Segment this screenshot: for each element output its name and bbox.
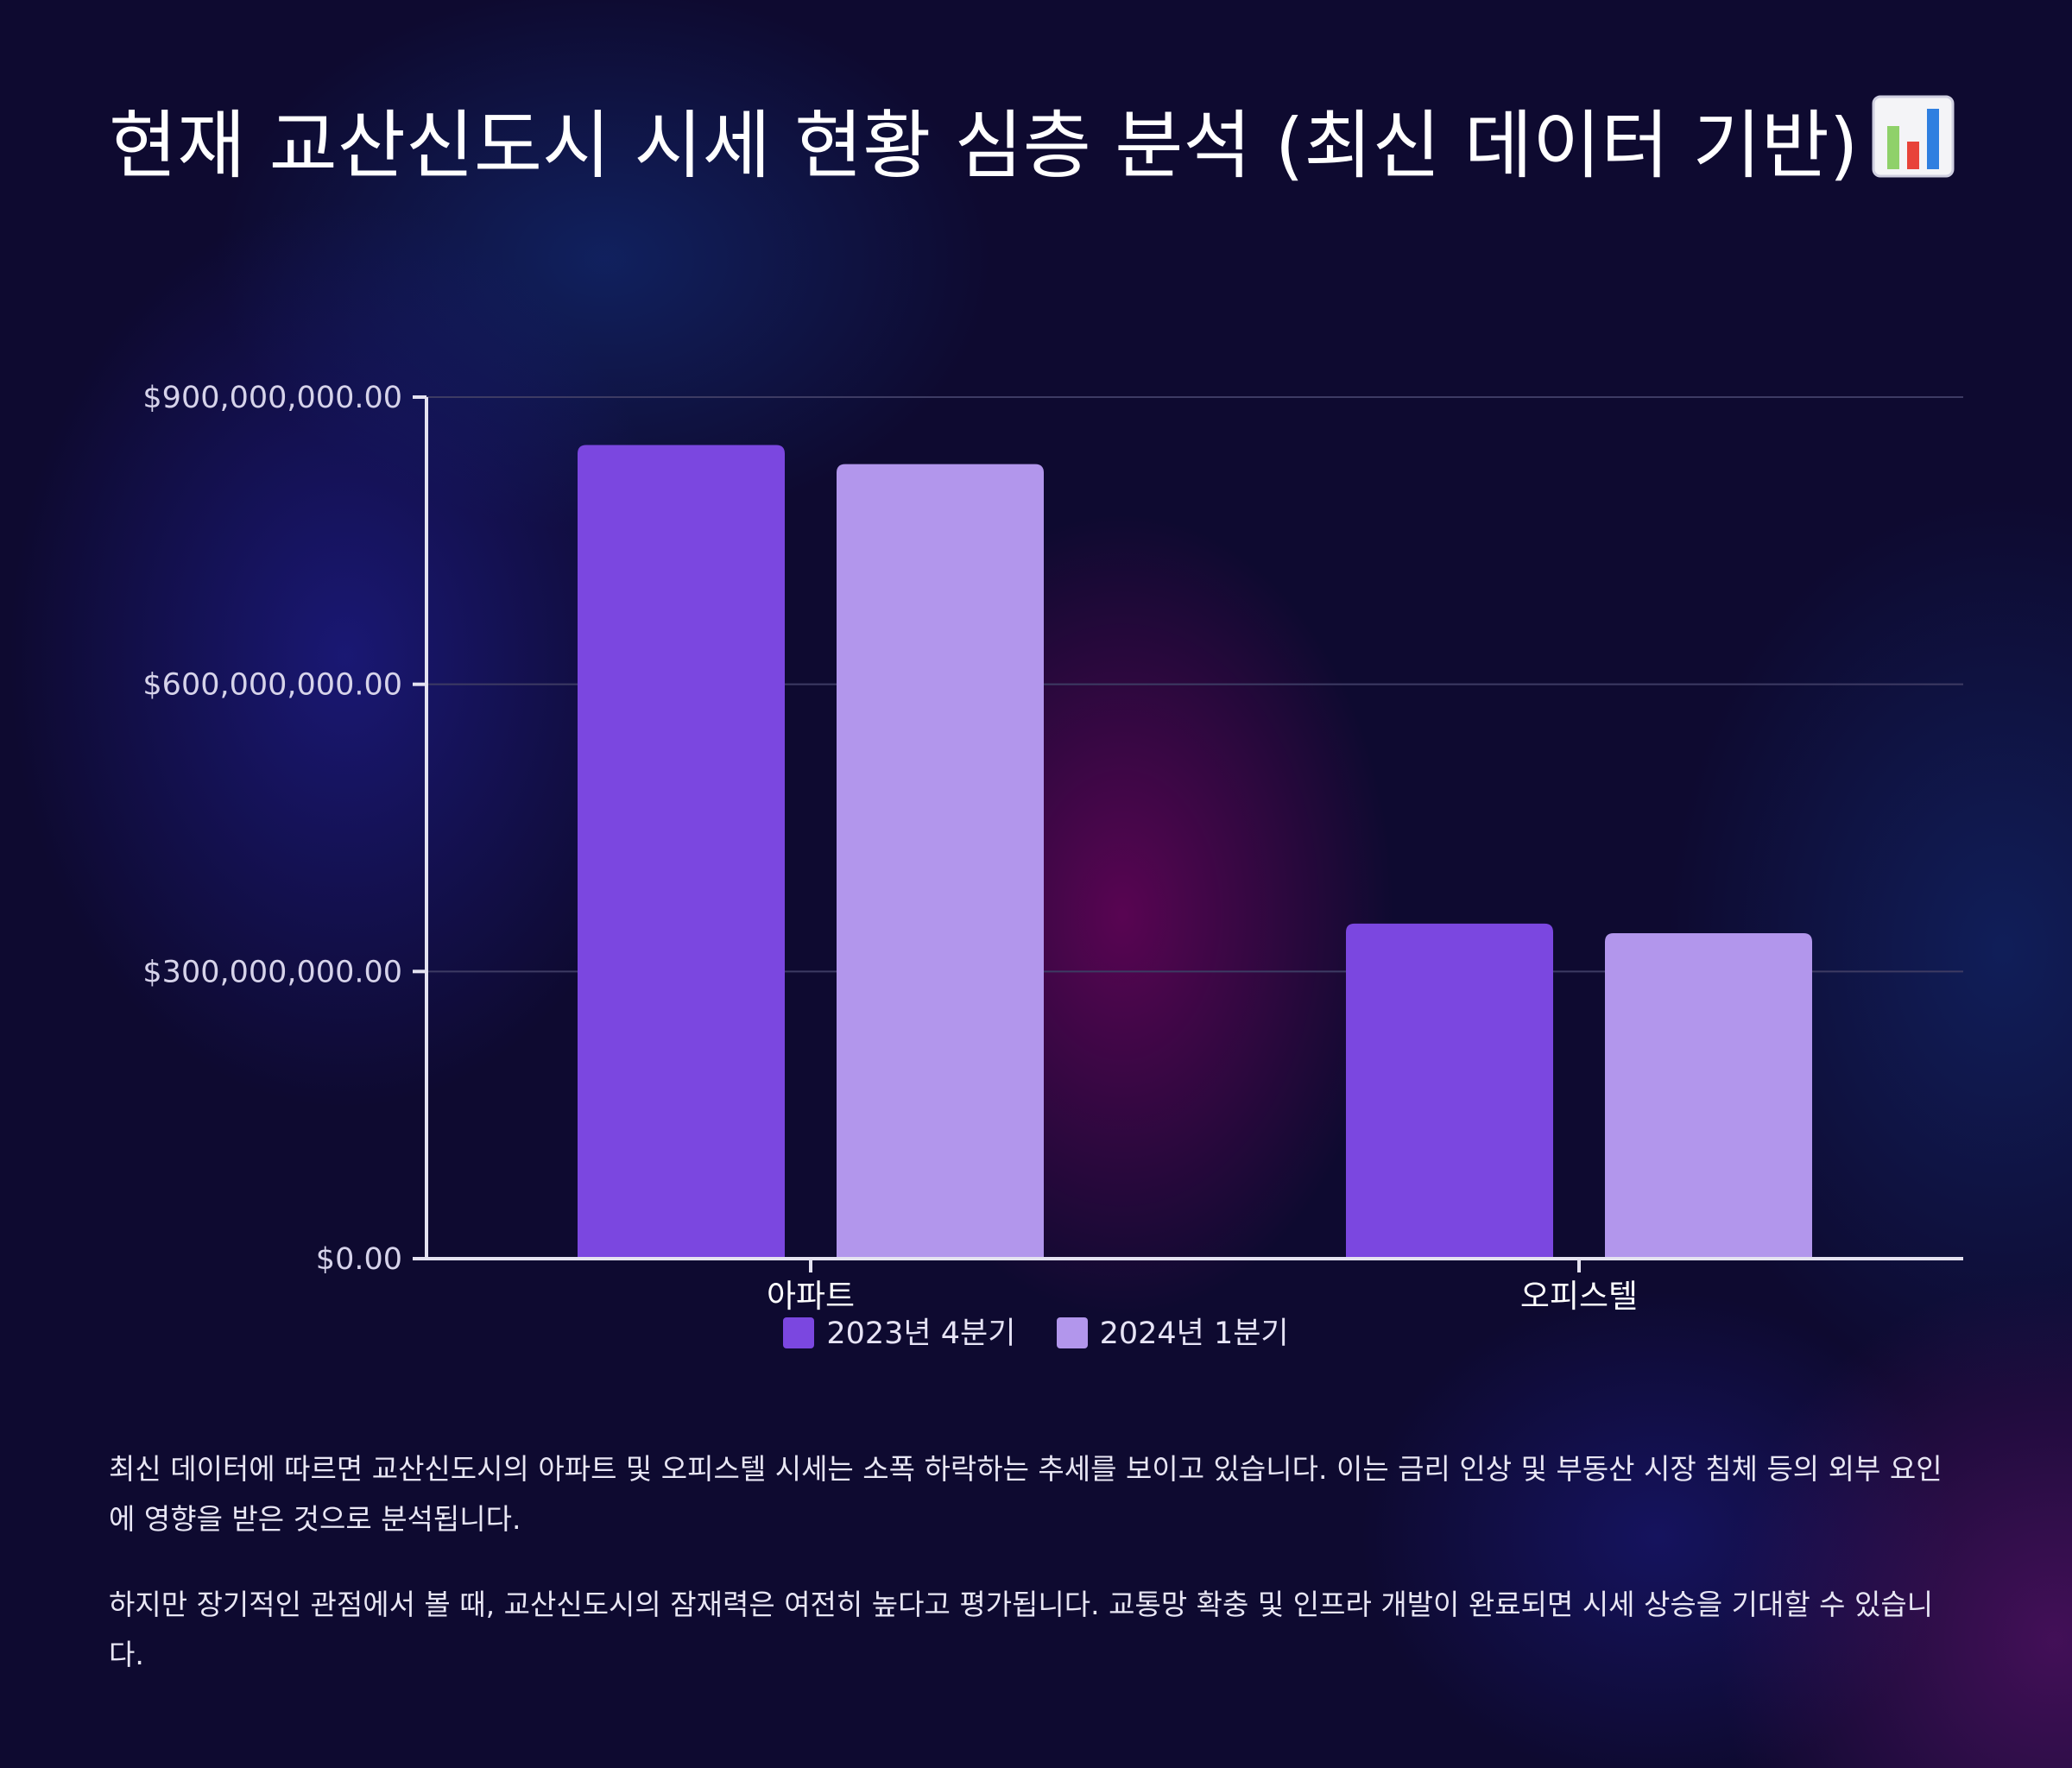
bar-chart-icon [1872, 95, 1955, 178]
page-title: 현재 교산신도시 시세 현황 심층 분석 (최신 데이터 기반) [109, 74, 1965, 218]
bars [578, 445, 1812, 1259]
legend-swatch-2023q4 [783, 1317, 815, 1348]
axes [413, 395, 1963, 1272]
y-tick-label: $0.00 [316, 1242, 402, 1277]
x-tick-label: 아파트 [767, 1278, 855, 1315]
legend-label-2024q1: 2024년 1분기 [1099, 1317, 1289, 1351]
bar[interactable] [1346, 923, 1553, 1259]
y-tick-label: $600,000,000.00 [142, 668, 402, 703]
bar[interactable] [1605, 932, 1812, 1259]
legend-swatch-2024q1 [1056, 1317, 1088, 1348]
analysis-paragraph-2: 하지만 장기적인 관점에서 볼 때, 교산신도시의 잠재력은 여전히 높다고 평… [109, 1588, 1934, 1671]
bar-chart: $0.00 $300,000,000.00 $600,000,000.00 $900,… [142, 381, 1963, 1315]
bar[interactable] [578, 445, 785, 1259]
legend-item-2023q4[interactable]: 2023년 4분기 [783, 1312, 1015, 1355]
axis-labels: $0.00 $300,000,000.00 $600,000,000.00 $900,… [142, 381, 1638, 1315]
x-tick-label: 오피스텔 [1520, 1278, 1638, 1315]
y-tick-label: $300,000,000.00 [142, 955, 402, 989]
page-title-text: 현재 교산신도시 시세 현황 심층 분석 (최신 데이터 기반) [109, 103, 1859, 189]
legend-item-2024q1[interactable]: 2024년 1분기 [1056, 1312, 1289, 1355]
chart-legend: 2023년 4분기 2024년 1분기 [0, 1312, 2072, 1355]
y-tick-label: $900,000,000.00 [142, 381, 402, 415]
analysis-paragraph-1: 최신 데이터에 따르면 교산신도시의 아파트 및 오피스텔 시세는 소폭 하락하… [109, 1452, 1942, 1536]
legend-label-2023q4: 2023년 4분기 [826, 1317, 1016, 1351]
bar[interactable] [837, 464, 1044, 1259]
